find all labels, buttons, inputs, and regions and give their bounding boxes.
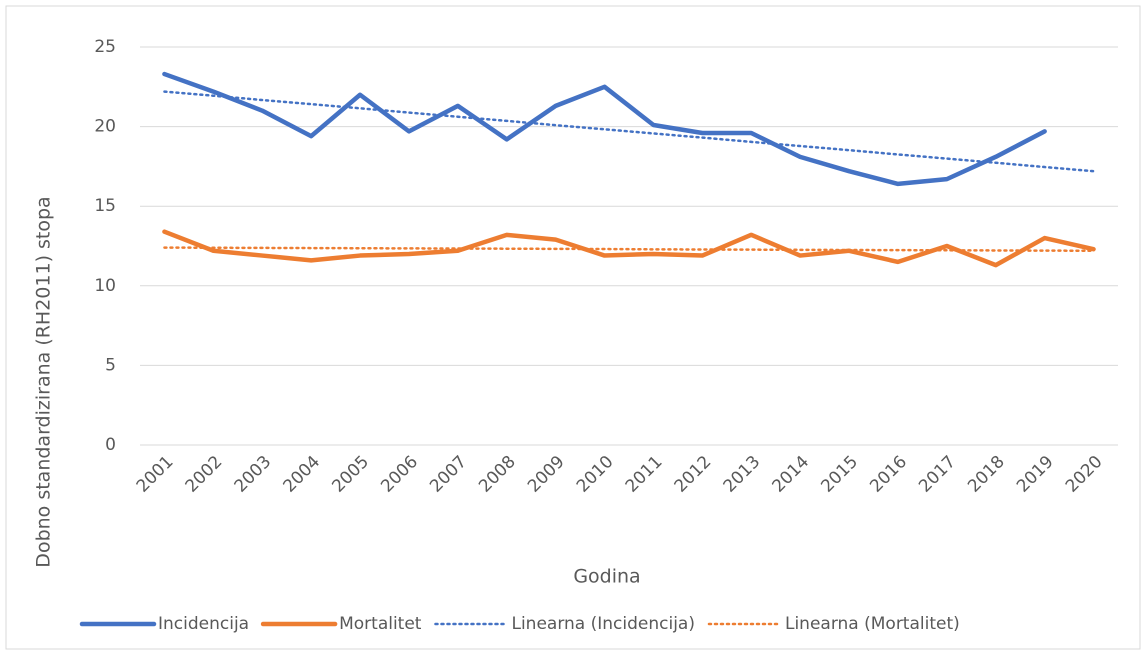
y-tick-label: 15 xyxy=(94,196,116,216)
trend-line xyxy=(163,90,1095,173)
y-tick-label: 10 xyxy=(94,276,116,296)
chart-border xyxy=(5,5,1141,650)
y-tick-label: 0 xyxy=(105,435,116,455)
y-tick-label: 5 xyxy=(105,355,116,375)
y-tick-label: 25 xyxy=(94,37,116,57)
legend-label: Linearna (Incidencija) xyxy=(511,614,695,634)
legend-label: Linearna (Mortalitet) xyxy=(785,614,960,634)
y-axis-label: Dobno standardizirana (RH2011) stopa xyxy=(33,196,55,567)
trend-line xyxy=(163,246,1095,253)
legend-label: Incidencija xyxy=(158,614,249,634)
y-tick-label: 20 xyxy=(94,117,116,137)
x-axis-label: Godina xyxy=(573,566,640,588)
data-line xyxy=(162,229,1096,268)
legend-label: Mortalitet xyxy=(339,614,422,634)
data-line xyxy=(162,71,1047,187)
